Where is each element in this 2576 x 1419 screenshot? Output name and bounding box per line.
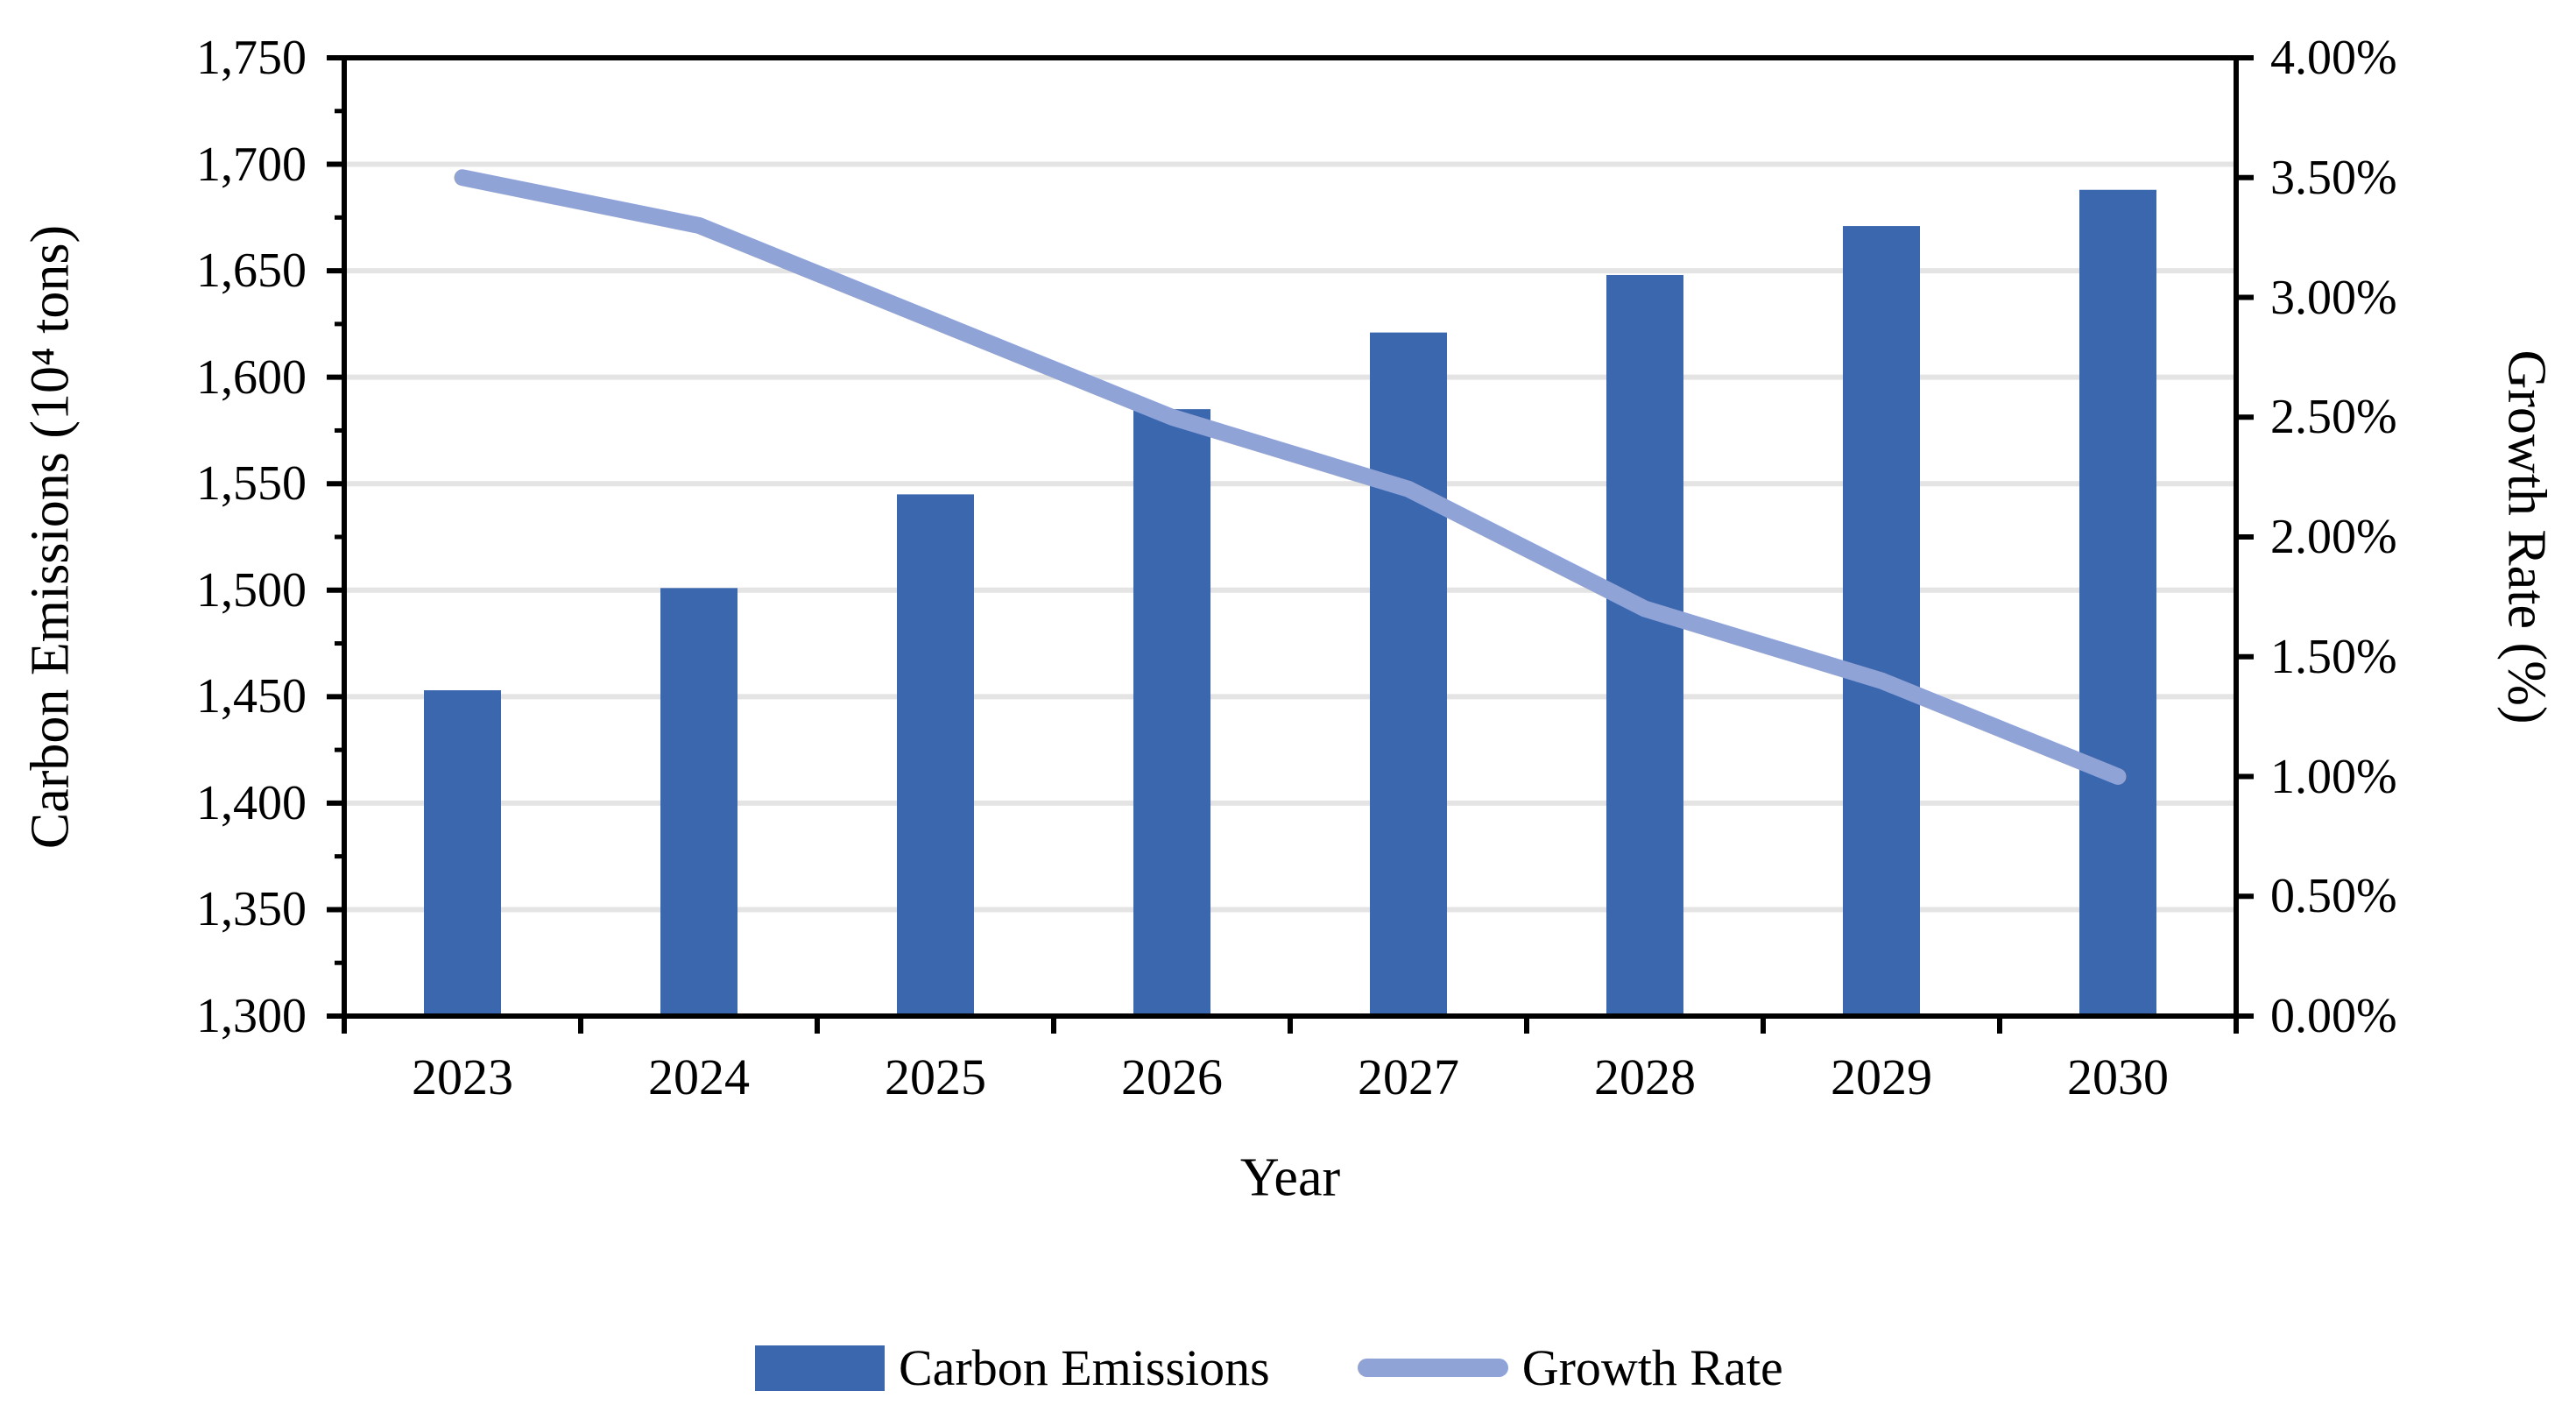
- legend-item-growth-rate: Growth Rate: [1357, 1338, 1783, 1397]
- bar-2027: [1370, 332, 1447, 1013]
- y-right-tick-label: 4.00%: [2270, 31, 2397, 85]
- y-right-tick-label: 2.00%: [2270, 510, 2397, 564]
- y-left-tick-label: 1,600: [196, 349, 307, 405]
- legend: Carbon Emissions Growth Rate: [755, 1338, 1783, 1397]
- x-tick-label: 2030: [2067, 1048, 2169, 1105]
- legend-label-growth-rate: Growth Rate: [1521, 1339, 1783, 1396]
- y-left-tick-label: 1,400: [196, 775, 307, 830]
- bar-2030: [2079, 189, 2156, 1013]
- y-right-tick-label: 1.00%: [2270, 749, 2397, 804]
- y-left-tick-label: 1,300: [196, 989, 307, 1043]
- bar-2026: [1133, 409, 1210, 1014]
- x-tick-label: 2023: [412, 1048, 513, 1105]
- x-tick-label: 2028: [1594, 1048, 1696, 1105]
- y-left-tick-label: 1,350: [196, 882, 307, 937]
- x-tick-label: 2029: [1831, 1048, 1932, 1105]
- y-left-tick-label: 1,750: [196, 31, 307, 85]
- y-left-tick-label: 1,450: [196, 669, 307, 724]
- y-right-tick-label: 1.50%: [2270, 629, 2397, 684]
- legend-bar-swatch-icon: [755, 1345, 885, 1391]
- bar-2023: [424, 690, 501, 1013]
- y-left-tick-label: 1,550: [196, 456, 307, 512]
- x-tick-label: 2024: [648, 1048, 750, 1105]
- legend-label-carbon-emissions: Carbon Emissions: [899, 1339, 1270, 1396]
- x-axis-title: Year: [1239, 1147, 1341, 1208]
- bar-2028: [1606, 274, 1683, 1013]
- x-tick-label: 2025: [885, 1048, 986, 1105]
- plot-frame: [342, 55, 2239, 1019]
- bar-2029: [1843, 226, 1920, 1014]
- left-axis-title: Carbon Emissions (10⁴ tons): [20, 224, 81, 850]
- y-left-tick-label: 1,650: [196, 244, 307, 299]
- legend-item-carbon-emissions: Carbon Emissions: [755, 1338, 1270, 1397]
- x-tick-label: 2027: [1358, 1048, 1459, 1105]
- right-axis-title: Growth Rate (%): [2496, 349, 2557, 724]
- bar-2024: [660, 588, 738, 1013]
- y-right-tick-label: 3.00%: [2270, 270, 2397, 325]
- growth-rate-line: [454, 169, 2127, 785]
- y-left-tick-label: 1,500: [196, 562, 307, 618]
- x-tick-label: 2026: [1121, 1048, 1223, 1105]
- y-right-tick-label: 0.50%: [2270, 869, 2397, 924]
- y-right-tick-label: 0.00%: [2270, 989, 2397, 1043]
- y-left-tick-label: 1,700: [196, 137, 307, 192]
- legend-line-swatch-icon: [1357, 1359, 1508, 1377]
- bar-2025: [897, 494, 974, 1013]
- y-right-tick-label: 2.50%: [2270, 390, 2397, 445]
- y-right-tick-label: 3.50%: [2270, 150, 2397, 205]
